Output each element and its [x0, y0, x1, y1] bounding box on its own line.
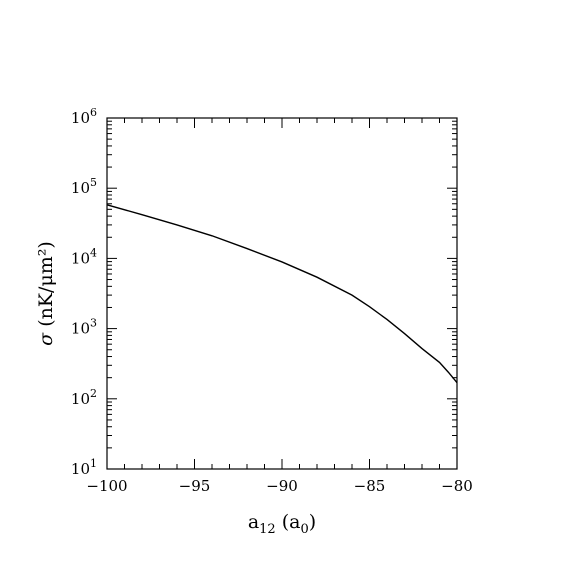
x-axis-label-main: a [248, 511, 259, 533]
x-tick-label: −85 [354, 477, 386, 495]
plot-frame [106, 117, 458, 470]
tick-labels: −100 −95 −90 −85 −80 101 102 103 104 105 106 [71, 106, 473, 495]
y-tick-label: 104 [71, 246, 97, 267]
x-axis-label-paren: (a [276, 511, 301, 533]
series-line [106, 204, 458, 384]
y-tick-label: 105 [71, 176, 97, 197]
x-tick-label: −90 [266, 477, 298, 495]
x-tick-label: −95 [179, 477, 211, 495]
x-axis-label-sub: 12 [259, 522, 276, 537]
y-tick-label: 102 [71, 387, 97, 408]
axis-ticks [106, 117, 458, 470]
y-axis-label-unit: (nK/μm²) [35, 241, 57, 327]
y-axis-label: σ (nK/μm²) [35, 241, 57, 346]
series-group [106, 204, 458, 384]
x-axis-label-paren-close: ) [309, 511, 316, 533]
y-axis-label-main: σ [35, 332, 57, 346]
x-axis-label-paren-sub: 0 [300, 522, 308, 537]
y-tick-label: 106 [71, 106, 97, 127]
x-axis-label: a12 (a0) [248, 511, 316, 537]
y-tick-label: 101 [71, 457, 97, 478]
x-tick-label: −100 [86, 477, 127, 495]
y-tick-label: 103 [71, 317, 97, 338]
x-tick-label: −80 [441, 477, 473, 495]
